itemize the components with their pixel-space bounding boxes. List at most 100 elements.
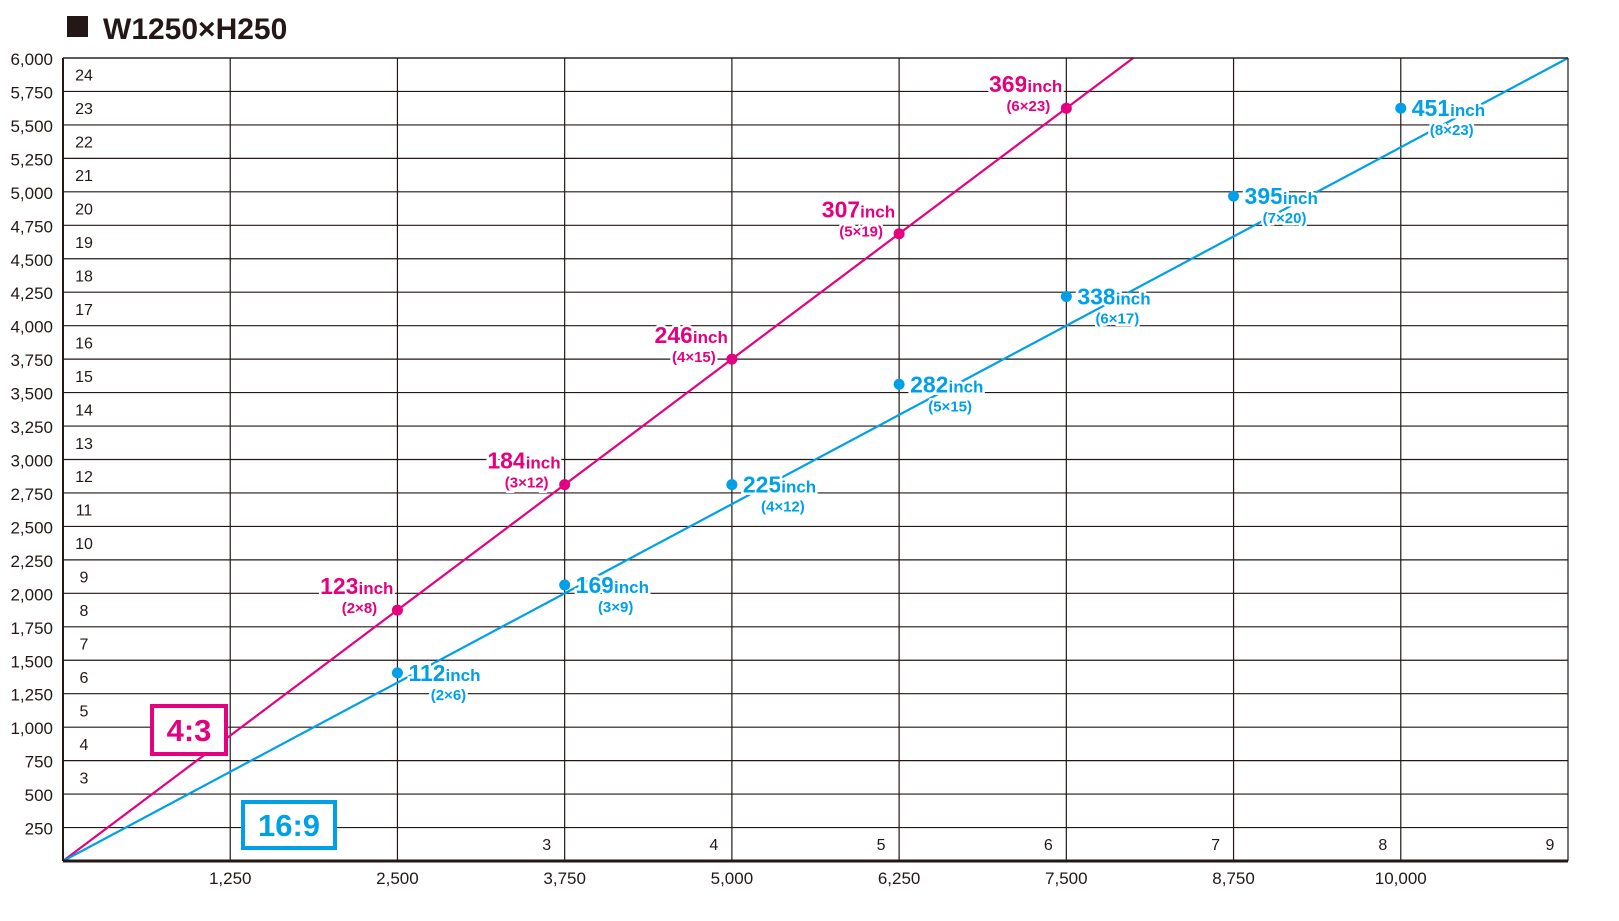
data-point-label: 112inch(2×6) [406, 657, 483, 706]
y-secondary-label: 17 [75, 302, 93, 319]
point-panels-label: (3×12) [505, 475, 549, 492]
ratio-box [150, 704, 228, 756]
point-size-label: 338inch [1077, 283, 1150, 309]
y-secondary-label: 24 [75, 68, 93, 85]
x-tick-label: 10,000 [1375, 869, 1427, 888]
y-secondary-label: 15 [75, 369, 93, 386]
ratio-box [241, 800, 337, 850]
y-tick-label: 5,500 [10, 117, 53, 136]
y-secondary-label: 6 [80, 670, 89, 687]
x-tick-label: 8,750 [1212, 869, 1255, 888]
data-point-label: 225inch(4×12) [740, 469, 818, 518]
point-size-label: 112inch [408, 660, 480, 686]
point-panels-label: (5×19) [839, 224, 883, 241]
data-point-label: 282inch(5×15) [908, 369, 986, 418]
y-tick-label: 3,000 [10, 452, 53, 471]
series-line-16-9 [62, 57, 1569, 862]
point-size-label: 184inch [487, 448, 560, 474]
y-tick-label: 1,750 [10, 619, 53, 638]
y-tick-label: 250 [25, 820, 53, 839]
series-lines [62, 57, 1569, 862]
x-secondary-label: 8 [1378, 837, 1387, 854]
y-tick-label: 2,250 [10, 552, 53, 571]
chart-title-text: W1250×H250 [103, 13, 287, 46]
y-secondary-label: 9 [80, 570, 89, 587]
point-panels-label: (3×9) [598, 599, 633, 616]
y-tick-label: 1,250 [10, 686, 53, 705]
x-secondary-label: 9 [1546, 837, 1555, 854]
point-panels-label: (6×17) [1095, 310, 1139, 327]
y-secondary-label: 11 [76, 503, 93, 520]
point-size-label: 169inch [576, 572, 649, 598]
point-panels-label: (4×12) [761, 499, 805, 516]
x-secondary-label: 3 [542, 837, 551, 854]
point-panels-label: (2×8) [342, 600, 377, 617]
point-labels: 123inch(2×8) 184inch(3×12) 246inch(4×15) 30… [318, 69, 1488, 707]
y-tick-label: 1,000 [10, 719, 53, 738]
data-point-label: 246inch(4×15) [652, 320, 730, 369]
data-point-marker [559, 479, 571, 491]
x-secondary-label: 7 [1211, 837, 1220, 854]
data-point-marker [893, 228, 905, 240]
data-point-marker [559, 579, 571, 591]
y-tick-label: 4,250 [10, 284, 53, 303]
data-point-label: 169inch(3×9) [573, 570, 651, 619]
point-size-label: 451inch [1412, 95, 1485, 121]
data-point-marker [391, 604, 403, 616]
x-tick-label: 1,250 [209, 869, 252, 888]
y-secondary-label: 8 [80, 603, 89, 620]
data-point-label: 338inch(6×17) [1075, 281, 1153, 330]
data-point-marker [1228, 190, 1240, 202]
data-point-label: 451inch(8×23) [1409, 93, 1487, 142]
data-point-label: 307inch(5×19) [819, 194, 897, 243]
x-tick-label: 7,500 [1045, 869, 1088, 888]
data-point-marker [391, 667, 403, 679]
point-size-label: 369inch [989, 71, 1062, 97]
data-point-marker [726, 479, 738, 491]
point-panels-label: (2×6) [431, 687, 466, 704]
y-secondary-label: 13 [75, 436, 93, 453]
y-tick-label: 750 [25, 753, 53, 772]
y-tick-label: 3,500 [10, 385, 53, 404]
y-tick-label: 2,750 [10, 485, 53, 504]
point-panels-label: (7×20) [1263, 210, 1307, 227]
data-point-marker [893, 378, 905, 390]
y-tick-label: 6,000 [10, 50, 53, 69]
point-panels-label: (6×23) [1006, 98, 1050, 115]
y-tick-label: 3,250 [10, 418, 53, 437]
y-secondary-label: 19 [75, 235, 93, 252]
data-point-label: 123inch(2×8) [318, 571, 396, 620]
y-tick-label: 3,750 [10, 351, 53, 370]
ratio-label-16-9: 16:9 [241, 800, 337, 850]
y-tick-label: 4,750 [10, 217, 53, 236]
chart-title: W1250×H250 [67, 13, 287, 46]
y-secondary-label: 22 [75, 135, 93, 152]
series-line-4-3 [62, 57, 1134, 862]
y-tick-label: 1,500 [10, 652, 53, 671]
y-tick-label: 2,500 [10, 518, 53, 537]
y-tick-label: 2,000 [10, 585, 53, 604]
point-panels-label: (4×15) [672, 349, 716, 366]
data-point-label: 369inch(6×23) [987, 69, 1065, 118]
y-secondary-label: 4 [80, 737, 89, 754]
x-tick-label: 5,000 [711, 869, 754, 888]
y-tick-label: 5,250 [10, 150, 53, 169]
grid [63, 57, 1568, 861]
y-secondary-label: 18 [75, 268, 93, 285]
y-tick-label: 5,000 [10, 184, 53, 203]
point-size-label: 123inch [320, 573, 393, 599]
ratio-label-4-3: 4:3 [150, 704, 228, 756]
point-size-label: 395inch [1245, 183, 1318, 209]
y-secondary-label: 12 [75, 469, 93, 486]
point-size-label: 282inch [910, 371, 983, 397]
data-point-marker [1395, 102, 1407, 114]
y-secondary-label: 10 [75, 536, 93, 553]
y-secondary-label: 16 [75, 335, 93, 352]
y-tick-label: 5,750 [10, 83, 53, 102]
data-point-marker [1060, 102, 1072, 114]
data-point-label: 184inch(3×12) [485, 445, 563, 494]
point-panels-label: (8×23) [1430, 122, 1474, 139]
y-tick-label: 500 [25, 786, 53, 805]
y-secondary-label: 7 [80, 637, 89, 654]
